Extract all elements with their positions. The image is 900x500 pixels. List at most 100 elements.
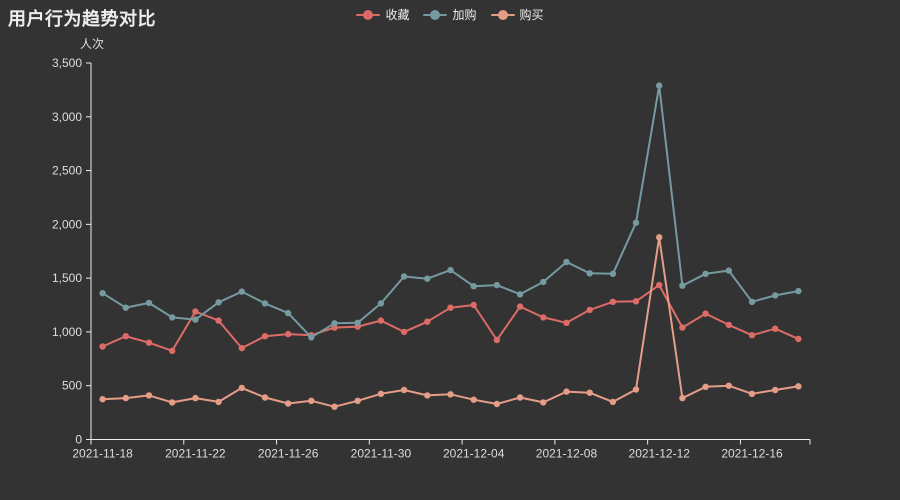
data-point[interactable]: [238, 344, 245, 352]
legend-item-shoucang[interactable]: 收藏: [356, 9, 409, 21]
y-axis-tick-label: 3,500: [52, 56, 82, 70]
data-point[interactable]: [354, 397, 361, 404]
data-point[interactable]: [284, 330, 292, 338]
data-point[interactable]: [516, 303, 524, 310]
data-point[interactable]: [99, 343, 106, 350]
data-point[interactable]: [215, 398, 222, 406]
data-point[interactable]: [795, 287, 802, 295]
data-point[interactable]: [424, 392, 431, 399]
data-point[interactable]: [563, 319, 570, 326]
x-axis-tick-label: 2021-12-16: [721, 447, 783, 461]
data-point[interactable]: [493, 281, 501, 289]
data-point[interactable]: [632, 386, 640, 393]
data-point[interactable]: [99, 290, 106, 297]
data-point[interactable]: [609, 298, 617, 305]
data-point[interactable]: [632, 219, 640, 226]
data-point[interactable]: [354, 319, 361, 326]
data-point[interactable]: [169, 347, 176, 354]
data-point[interactable]: [493, 400, 501, 408]
data-point[interactable]: [424, 318, 431, 325]
data-point[interactable]: [377, 300, 385, 307]
data-point[interactable]: [261, 394, 269, 401]
data-point[interactable]: [238, 384, 245, 392]
data-point[interactable]: [122, 333, 129, 340]
data-point[interactable]: [192, 394, 199, 402]
data-point[interactable]: [609, 270, 617, 277]
data-point[interactable]: [516, 394, 524, 401]
data-point[interactable]: [656, 234, 663, 241]
data-point[interactable]: [331, 403, 338, 410]
data-point[interactable]: [772, 325, 779, 332]
data-point[interactable]: [748, 298, 756, 305]
data-point[interactable]: [772, 386, 779, 394]
data-point[interactable]: [99, 396, 106, 403]
data-point[interactable]: [331, 320, 338, 327]
data-point[interactable]: [377, 317, 385, 324]
data-point[interactable]: [284, 309, 292, 317]
data-point[interactable]: [261, 333, 269, 340]
data-point[interactable]: [493, 336, 501, 344]
data-point[interactable]: [145, 339, 153, 346]
data-point[interactable]: [447, 391, 454, 398]
data-point[interactable]: [656, 281, 663, 289]
data-point[interactable]: [215, 299, 222, 306]
data-point[interactable]: [447, 304, 454, 311]
data-point[interactable]: [563, 258, 570, 266]
data-point[interactable]: [308, 397, 315, 404]
data-point[interactable]: [145, 299, 153, 307]
data-point[interactable]: [424, 275, 431, 282]
data-point[interactable]: [725, 321, 732, 329]
data-point[interactable]: [679, 394, 686, 402]
data-point[interactable]: [632, 298, 640, 305]
data-point[interactable]: [400, 273, 408, 280]
data-point[interactable]: [284, 400, 292, 407]
data-point[interactable]: [192, 308, 199, 315]
data-point[interactable]: [122, 304, 129, 311]
data-point[interactable]: [261, 300, 269, 307]
data-point[interactable]: [540, 278, 547, 286]
data-point[interactable]: [516, 291, 524, 298]
data-point[interactable]: [609, 398, 617, 406]
data-point[interactable]: [586, 389, 593, 396]
data-point[interactable]: [238, 288, 245, 295]
data-point[interactable]: [447, 266, 454, 274]
data-point[interactable]: [400, 386, 408, 394]
data-point[interactable]: [748, 390, 756, 397]
legend-item-goumai[interactable]: 购买: [490, 9, 544, 21]
legend-label: 收藏: [385, 8, 410, 22]
data-point[interactable]: [586, 306, 593, 314]
data-point[interactable]: [470, 301, 477, 309]
data-point[interactable]: [540, 314, 547, 321]
data-point[interactable]: [725, 382, 732, 389]
data-point[interactable]: [725, 267, 732, 274]
data-point[interactable]: [169, 314, 176, 321]
data-point[interactable]: [169, 399, 176, 406]
data-point[interactable]: [400, 328, 408, 336]
data-point[interactable]: [377, 390, 385, 397]
y-axis-tick-label: 2,500: [52, 164, 82, 178]
data-point[interactable]: [702, 310, 709, 317]
data-point[interactable]: [540, 399, 547, 406]
y-axis-tick-label: 3,000: [52, 110, 82, 124]
data-point[interactable]: [586, 270, 593, 277]
data-point[interactable]: [192, 316, 199, 323]
data-point[interactable]: [470, 283, 477, 290]
data-point[interactable]: [795, 383, 802, 390]
data-point[interactable]: [563, 388, 570, 395]
data-point[interactable]: [772, 292, 779, 299]
data-point[interactable]: [748, 332, 756, 339]
data-point[interactable]: [679, 282, 686, 289]
data-point[interactable]: [215, 317, 222, 324]
data-point[interactable]: [308, 334, 315, 341]
data-point[interactable]: [470, 396, 477, 403]
data-point[interactable]: [702, 383, 709, 390]
data-point[interactable]: [679, 324, 686, 331]
x-axis-tick-label: 2021-11-26: [258, 447, 319, 461]
legend-item-jiagou[interactable]: 加购: [423, 9, 477, 21]
data-point[interactable]: [795, 335, 802, 343]
data-point[interactable]: [122, 394, 129, 402]
data-point[interactable]: [145, 392, 153, 399]
data-point[interactable]: [702, 270, 709, 277]
data-point[interactable]: [656, 82, 663, 89]
